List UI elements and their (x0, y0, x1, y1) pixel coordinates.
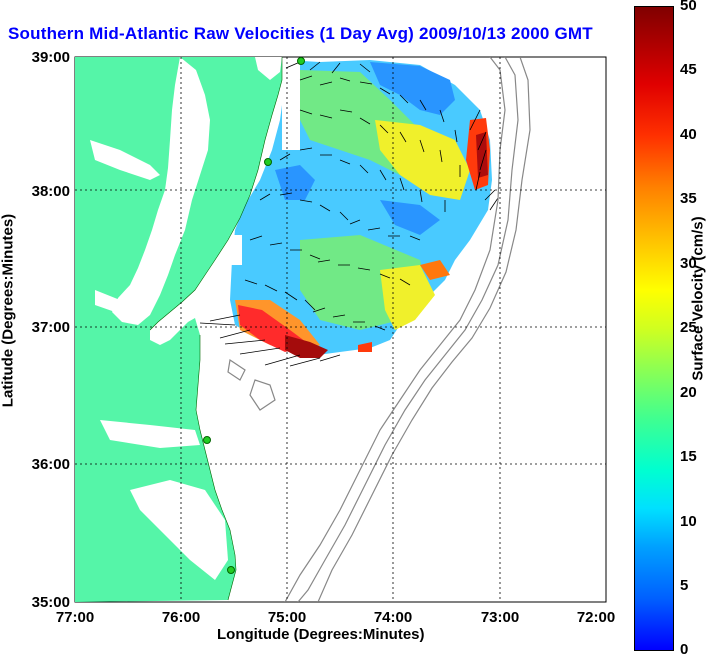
x-tick-label: 73:00 (481, 609, 519, 626)
colorbar-tick: 25 (680, 319, 697, 336)
colorbar-tick: 45 (680, 61, 697, 78)
pamlico-sound (130, 480, 228, 580)
colorbar-tick: 50 (680, 0, 697, 14)
y-tick-label: 38:00 (32, 183, 70, 200)
map-title: Southern Mid-Atlantic Raw Velocities (1 … (8, 24, 593, 43)
colorbar-label: Surface Velocity (cm/s) (689, 216, 707, 381)
x-tick-label: 76:00 (162, 609, 200, 626)
delaware-bay (255, 57, 282, 80)
colorbar-tick: 30 (680, 255, 697, 272)
colorbar (634, 6, 674, 651)
x-tick-labels: 77:00 76:00 75:00 74:00 73:00 72:00 (56, 609, 615, 626)
colorbar-tick: 20 (680, 384, 697, 401)
albemarle-sound (100, 420, 200, 448)
hf-radar-stations (203, 57, 305, 574)
y-tick-label: 36:00 (32, 456, 70, 473)
x-axis-label: Longitude (Degrees:Minutes) (217, 626, 425, 643)
james-river (95, 290, 140, 318)
station-marker (227, 566, 235, 574)
station-marker (264, 158, 272, 166)
colorbar-tick: 35 (680, 190, 697, 207)
x-tick-label: 77:00 (56, 609, 94, 626)
x-tick-label: 72:00 (577, 609, 615, 626)
y-tick-label: 39:00 (32, 49, 70, 66)
colorbar-tick: 5 (680, 577, 689, 594)
velocity-vectors (199, 61, 499, 367)
velocity-field (230, 60, 492, 358)
coastline (149, 57, 283, 601)
chesapeake-bay (112, 57, 210, 325)
station-marker (203, 436, 211, 444)
colorbar-tick: 15 (680, 448, 697, 465)
y-tick-label: 35:00 (32, 594, 70, 611)
station-marker (297, 57, 305, 65)
potomac (90, 140, 160, 180)
colorbar-background (606, 0, 626, 60)
y-tick-label: 37:00 (32, 319, 70, 336)
x-tick-label: 74:00 (374, 609, 412, 626)
bathymetry-contours (227, 57, 531, 602)
land-mass (75, 57, 282, 602)
colorbar-tick: 0 (680, 641, 689, 658)
colorbar-tick: 10 (680, 513, 697, 530)
grid (75, 57, 606, 602)
x-tick-label: 75:00 (268, 609, 306, 626)
colorbar-tick: 40 (680, 126, 697, 143)
y-tick-labels: 39:00 38:00 37:00 36:00 35:00 (32, 49, 70, 611)
y-axis-label: Latitude (Degrees:Minutes) (0, 213, 17, 408)
